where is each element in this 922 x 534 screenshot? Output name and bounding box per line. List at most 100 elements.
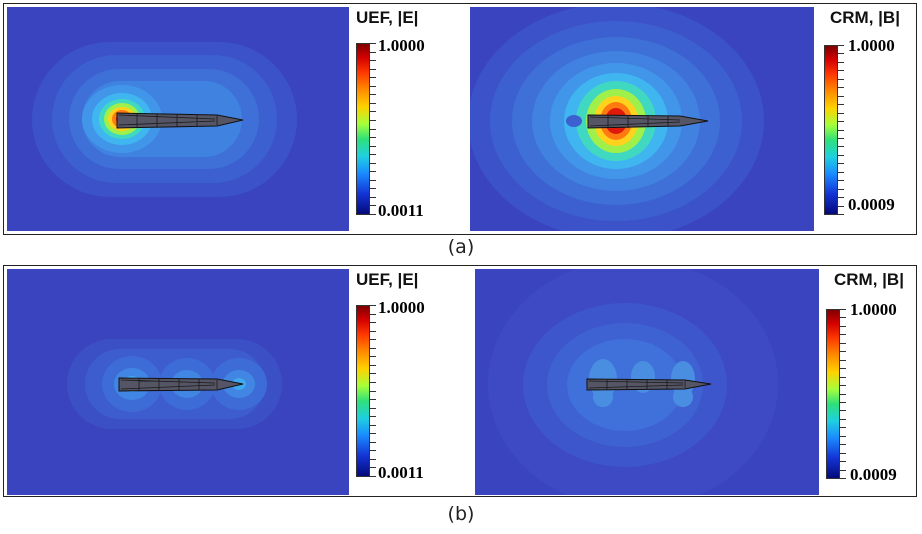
colorbar-tick: [370, 433, 376, 435]
crm-colorbar-b: [826, 309, 840, 479]
colorbar-tick: [840, 461, 846, 463]
colorbar-tick: [370, 399, 376, 401]
colorbar-tick: [840, 351, 846, 353]
colorbar-tick: [838, 87, 844, 89]
colorbar-tick: [840, 444, 846, 446]
colorbar-tick: [370, 162, 376, 164]
colorbar-tick: [370, 205, 376, 207]
uef-colorbar-title-b: UEF, |E|: [356, 270, 419, 289]
colorbar-tick: [370, 322, 376, 324]
colorbar-tick: [840, 393, 846, 395]
panel-a-frame: UEF, |E| 1.0000 0.0011 CRM, |B| 1.0000 0…: [3, 3, 917, 235]
colorbar-tick: [370, 102, 376, 104]
colorbar-tick: [840, 427, 846, 429]
panel-b-frame: UEF, |E| 1.0000 0.0011 CRM, |B| 1.0000 0…: [3, 265, 917, 497]
colorbar-tick: [370, 43, 376, 44]
colorbar-tick: [838, 214, 844, 215]
colorbar-tick: [838, 205, 844, 207]
colorbar-tick: [838, 197, 844, 199]
colorbar-tick: [838, 154, 844, 156]
colorbar-tick: [370, 364, 376, 366]
colorbar-tick: [370, 51, 376, 53]
colorbar-tick: [840, 376, 846, 378]
colorbar-tick: [840, 359, 846, 361]
colorbar-tick: [838, 70, 844, 72]
colorbar-tick: [838, 171, 844, 173]
colorbar-tick: [370, 347, 376, 349]
colorbar-tick: [370, 390, 376, 392]
colorbar-tick: [840, 469, 846, 471]
colorbar-tick: [370, 458, 376, 460]
colorbar-tick: [370, 407, 376, 409]
antenna-mesh-icon: [586, 378, 712, 391]
colorbar-tick: [838, 163, 844, 165]
colorbar-tick: [370, 214, 376, 215]
colorbar-ticks: [840, 309, 846, 479]
colorbar-tick: [838, 112, 844, 114]
colorbar-ticks: [370, 43, 376, 215]
uef-colorbar-b: [356, 305, 370, 477]
crm-colorbar-title-a: CRM, |B|: [830, 8, 900, 27]
uef-colorbar-max-a: 1.0000: [378, 36, 425, 55]
uef-field-plot-b: [7, 269, 349, 495]
colorbar-tick: [840, 410, 846, 412]
crm-colorbar-min-a: 0.0009: [848, 195, 895, 214]
colorbar-tick: [838, 61, 844, 63]
colorbar-tick: [840, 342, 846, 344]
colorbar-tick: [370, 313, 376, 315]
colorbar-tick: [370, 179, 376, 181]
colorbar-tick: [370, 476, 376, 477]
colorbar-tick: [838, 180, 844, 182]
uef-colorbar-min-b: 0.0011: [378, 463, 424, 482]
colorbar-tick: [838, 53, 844, 55]
crm-colorbar-max-b: 1.0000: [850, 300, 897, 319]
colorbar-tick: [370, 119, 376, 121]
colorbar-tick: [370, 339, 376, 341]
colorbar-tick: [370, 424, 376, 426]
antenna-mesh-icon: [587, 114, 709, 129]
colorbar-tick: [370, 94, 376, 96]
colorbar-tick: [370, 111, 376, 113]
crm-field-plot-b: [475, 269, 819, 495]
colorbar-tick: [838, 121, 844, 123]
colorbar-tick: [370, 171, 376, 173]
colorbar-tick: [840, 309, 846, 310]
crm-field-plot-a: [470, 7, 814, 231]
colorbar-tick: [838, 104, 844, 106]
uef-colorbar-max-b: 1.0000: [378, 298, 425, 317]
crm-colorbar-a: [824, 45, 838, 215]
colorbar-tick: [370, 305, 376, 306]
colorbar-tick: [370, 330, 376, 332]
colorbar-tick: [838, 137, 844, 139]
colorbar-tick: [840, 334, 846, 336]
uef-field-plot-a: [7, 7, 349, 231]
colorbar-tick: [840, 325, 846, 327]
colorbar-tick: [370, 196, 376, 198]
uef-colorbar-min-a: 0.0011: [378, 201, 424, 220]
uef-colorbar-title-a: UEF, |E|: [356, 8, 419, 27]
colorbar-ticks: [370, 305, 376, 477]
uef-colorbar-a: [356, 43, 370, 215]
colorbar-tick: [370, 77, 376, 79]
colorbar-tick: [370, 467, 376, 469]
crm-colorbar-title-b: CRM, |B|: [834, 270, 904, 289]
colorbar-tick: [838, 188, 844, 190]
colorbar-tick: [838, 95, 844, 97]
colorbar-tick: [370, 450, 376, 452]
colorbar-tick: [370, 128, 376, 130]
panel-caption-b: (b): [447, 503, 475, 525]
colorbar-tick: [840, 385, 846, 387]
colorbar-tick: [370, 373, 376, 375]
colorbar-tick: [840, 478, 846, 479]
colorbar-tick: [840, 317, 846, 319]
colorbar-tick: [838, 78, 844, 80]
antenna-mesh-icon: [118, 377, 244, 392]
colorbar-tick: [370, 60, 376, 62]
crm-colorbar-min-b: 0.0009: [850, 465, 897, 484]
colorbar-ticks: [838, 45, 844, 215]
colorbar-tick: [840, 435, 846, 437]
colorbar-tick: [370, 68, 376, 70]
colorbar-tick: [370, 145, 376, 147]
colorbar-tick: [840, 368, 846, 370]
crm-colorbar-max-a: 1.0000: [848, 36, 895, 55]
